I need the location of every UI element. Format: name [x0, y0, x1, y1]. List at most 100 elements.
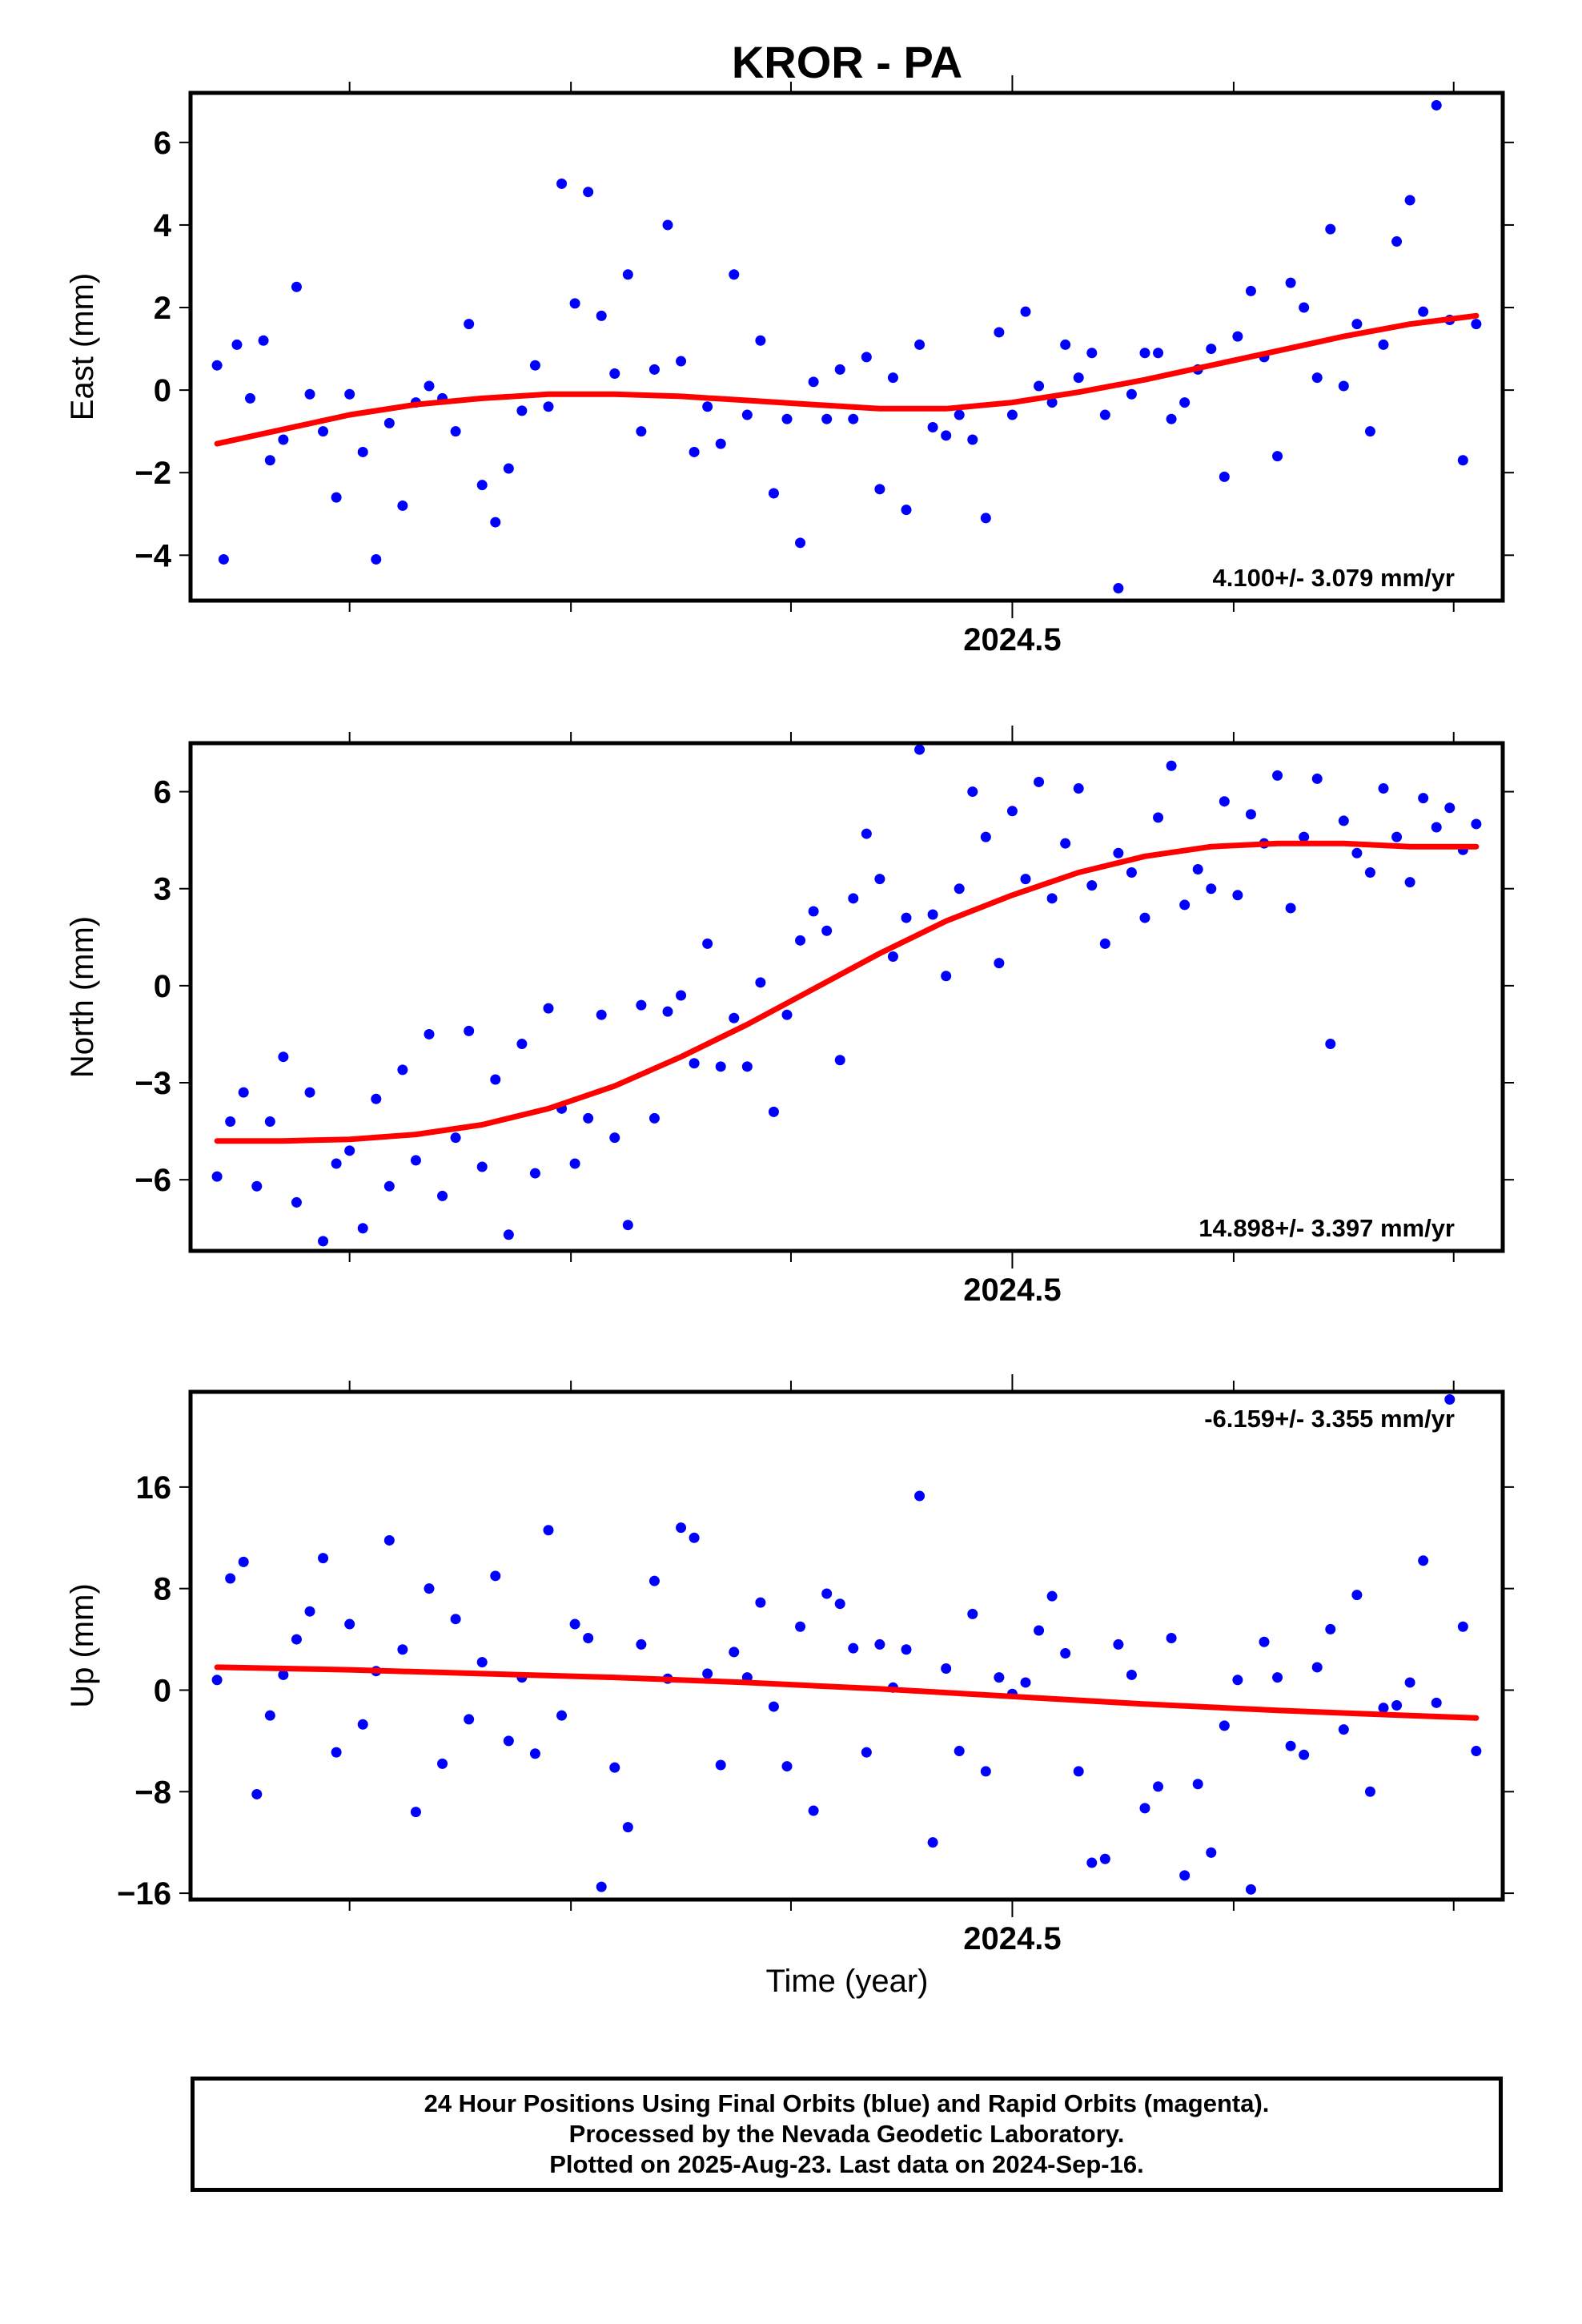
data-point-north [1471, 818, 1482, 830]
y-axis-label-east: East (mm) [65, 273, 100, 420]
data-point-east [622, 269, 633, 280]
data-point-up [251, 1788, 263, 1799]
data-point-north [1166, 760, 1177, 771]
data-point-east [781, 413, 793, 424]
y-tick-label-east: −2 [135, 456, 171, 491]
data-point-up [848, 1642, 859, 1654]
data-point-north [1391, 831, 1403, 842]
data-point-east [861, 352, 872, 363]
data-point-up [808, 1805, 819, 1816]
data-point-up [1086, 1857, 1098, 1868]
data-point-east [689, 446, 700, 457]
data-point-up [927, 1837, 938, 1848]
data-point-east [795, 537, 806, 549]
data-point-up [238, 1556, 249, 1567]
panel-frame-north [188, 741, 1505, 1253]
data-point-up [1219, 1720, 1230, 1731]
data-point-east [1404, 195, 1415, 206]
y-tick-label-north: 3 [154, 872, 171, 907]
data-point-up [1338, 1724, 1349, 1735]
data-point-east [1099, 409, 1110, 420]
data-point-east [1219, 471, 1230, 482]
data-point-north [344, 1145, 355, 1156]
data-point-north [1113, 847, 1124, 858]
data-point-up [344, 1618, 355, 1630]
data-point-up [1046, 1590, 1058, 1602]
data-point-east [1034, 380, 1045, 392]
y-tick-label-north: 6 [154, 775, 171, 810]
data-point-east [1272, 451, 1283, 462]
data-point-east [344, 388, 355, 400]
data-point-up [1299, 1749, 1310, 1760]
data-point-north [874, 874, 885, 885]
data-point-east [464, 319, 475, 330]
data-point-north [1073, 783, 1084, 794]
data-point-north [715, 1061, 726, 1072]
data-point-up [424, 1583, 435, 1594]
data-point-north [967, 786, 978, 798]
data-point-up [954, 1746, 965, 1757]
data-point-east [357, 446, 368, 457]
data-point-up [1378, 1703, 1389, 1714]
data-point-north [1060, 838, 1071, 849]
footer-line-orbits: 24 Hour Positions Using Final Orbits (bl… [424, 2089, 1270, 2117]
data-point-up [702, 1668, 713, 1679]
data-point-up [503, 1735, 514, 1747]
y-tick-label-east: 2 [154, 291, 171, 326]
data-point-up [1404, 1677, 1415, 1688]
data-point-north [821, 925, 833, 936]
data-point-north [211, 1171, 223, 1182]
data-point-north [927, 909, 938, 920]
data-point-north [1126, 867, 1137, 879]
data-point-north [702, 938, 713, 949]
plot-area-up [211, 1394, 1482, 1895]
data-point-east [1471, 319, 1482, 330]
data-point-north [1272, 770, 1283, 781]
data-point-east [676, 356, 687, 367]
data-point-north [741, 1061, 753, 1072]
data-point-east [755, 335, 766, 346]
data-point-east [1166, 413, 1177, 424]
data-point-east [967, 434, 978, 445]
data-point-up [596, 1881, 607, 1892]
data-point-east [848, 413, 859, 424]
y-tick-label-north: 0 [154, 969, 171, 1004]
data-point-up [331, 1747, 342, 1758]
y-tick-label-up: −16 [117, 1876, 171, 1912]
data-point-east [1457, 455, 1468, 466]
data-point-east [636, 426, 647, 437]
data-point-east [1020, 306, 1031, 317]
data-point-up [464, 1714, 475, 1725]
data-point-east [304, 388, 315, 400]
data-point-east [768, 488, 779, 499]
panel-up: −16 −8 0 8 16 2024.5 Up (mm) -6.159+/- 3.355 mm… [65, 1374, 1514, 1956]
data-point-up [543, 1525, 554, 1536]
data-point-up [304, 1606, 315, 1617]
data-point-east [1285, 277, 1296, 288]
data-point-north [397, 1064, 408, 1076]
data-point-north [1179, 899, 1191, 911]
data-point-north [569, 1158, 580, 1169]
data-point-north [383, 1180, 395, 1192]
data-point-east [1179, 397, 1191, 408]
data-point-up [834, 1598, 845, 1610]
data-point-east [291, 281, 302, 292]
data-point-up [1139, 1803, 1150, 1814]
data-point-east [1378, 339, 1389, 350]
data-point-north [901, 912, 912, 923]
data-point-east [662, 219, 673, 231]
data-point-east [1006, 409, 1018, 420]
data-point-up [1192, 1779, 1203, 1790]
data-point-east [556, 178, 568, 189]
data-point-up [291, 1634, 302, 1645]
data-point-up [1391, 1699, 1403, 1711]
data-point-up [1471, 1746, 1482, 1757]
data-point-east [1126, 388, 1137, 400]
data-point-north [768, 1106, 779, 1117]
y-tick-label-up: 0 [154, 1673, 171, 1708]
data-point-north [331, 1158, 342, 1169]
data-point-north [1192, 863, 1203, 875]
data-point-north [1404, 877, 1415, 888]
data-point-up [1259, 1636, 1270, 1647]
x-tick-label-up: 2024.5 [963, 1921, 1061, 1956]
